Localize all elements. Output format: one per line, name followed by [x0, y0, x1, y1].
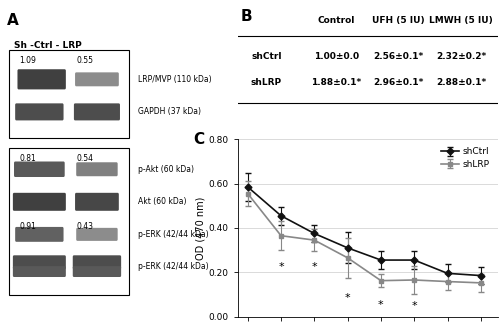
FancyBboxPatch shape	[76, 162, 118, 176]
Text: 1.09: 1.09	[20, 56, 36, 65]
FancyBboxPatch shape	[74, 103, 120, 120]
Text: LMWH (5 IU): LMWH (5 IU)	[430, 16, 493, 25]
Text: UFH (5 IU): UFH (5 IU)	[372, 16, 425, 25]
Text: Control: Control	[318, 16, 355, 25]
Text: B: B	[240, 9, 252, 24]
Text: *: *	[278, 262, 284, 272]
FancyBboxPatch shape	[15, 227, 64, 242]
Text: 0.43: 0.43	[77, 222, 94, 231]
FancyBboxPatch shape	[75, 72, 119, 86]
FancyBboxPatch shape	[75, 193, 119, 211]
FancyBboxPatch shape	[73, 266, 121, 277]
Text: 0.54: 0.54	[77, 154, 94, 163]
FancyBboxPatch shape	[13, 266, 66, 277]
Bar	[10, 148, 129, 295]
Text: GAPDH (37 kDa): GAPDH (37 kDa)	[138, 107, 202, 116]
Text: shCtrl: shCtrl	[251, 52, 282, 61]
Text: 2.56±0.1*: 2.56±0.1*	[374, 52, 424, 61]
Text: *: *	[312, 262, 317, 272]
Text: LRP/MVP (110 kDa): LRP/MVP (110 kDa)	[138, 75, 212, 84]
Text: p-ERK (42/44 kDa): p-ERK (42/44 kDa)	[138, 262, 209, 271]
Text: *: *	[378, 300, 384, 310]
FancyBboxPatch shape	[73, 255, 121, 269]
Legend: shCtrl, shLRP: shCtrl, shLRP	[437, 144, 493, 173]
Bar	[10, 50, 129, 138]
Text: 0.55: 0.55	[77, 56, 94, 65]
Text: 1.88±0.1*: 1.88±0.1*	[312, 78, 362, 87]
Text: shLRP: shLRP	[251, 78, 282, 87]
Text: C: C	[194, 132, 204, 147]
Text: 2.32±0.2*: 2.32±0.2*	[436, 52, 486, 61]
Text: 2.96±0.1*: 2.96±0.1*	[374, 78, 424, 87]
FancyBboxPatch shape	[18, 69, 66, 89]
Text: Akt (60 kDa): Akt (60 kDa)	[138, 197, 187, 206]
FancyBboxPatch shape	[15, 103, 64, 120]
FancyBboxPatch shape	[13, 193, 66, 211]
Text: p-Akt (60 kDa): p-Akt (60 kDa)	[138, 165, 194, 174]
Text: *: *	[412, 301, 417, 311]
FancyBboxPatch shape	[14, 162, 64, 177]
Text: 0.91: 0.91	[20, 222, 36, 231]
Text: Sh -Ctrl - LRP: Sh -Ctrl - LRP	[14, 41, 82, 49]
Text: 2.88±0.1*: 2.88±0.1*	[436, 78, 486, 87]
Text: A: A	[7, 13, 19, 28]
FancyBboxPatch shape	[13, 255, 66, 269]
Text: *: *	[345, 293, 350, 303]
Y-axis label: OD (470 nm): OD (470 nm)	[196, 196, 206, 260]
Text: p-ERK (42/44 kDa): p-ERK (42/44 kDa)	[138, 230, 209, 239]
FancyBboxPatch shape	[76, 228, 118, 241]
Text: 1.00±0.0: 1.00±0.0	[314, 52, 359, 61]
Text: 0.81: 0.81	[20, 154, 36, 163]
